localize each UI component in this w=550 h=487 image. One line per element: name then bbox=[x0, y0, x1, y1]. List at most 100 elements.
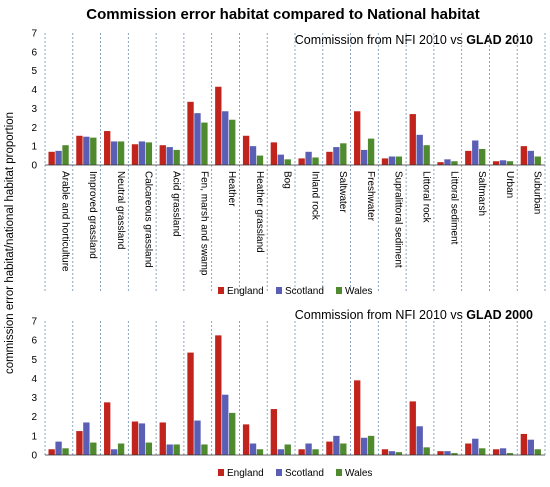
category-gridlines bbox=[44, 33, 546, 292]
bars bbox=[48, 86, 541, 165]
category-label: Freshwater bbox=[365, 171, 376, 222]
bar-scotland bbox=[277, 449, 284, 455]
legend-entry-wales: Wales bbox=[345, 468, 372, 479]
category-label: Urban bbox=[504, 171, 515, 198]
bar-england bbox=[381, 449, 389, 455]
y-axis-label: commission error habitat/national habita… bbox=[4, 112, 16, 374]
panel-subtitle: Commission from NFI 2010 vs GLAD 2000 bbox=[295, 308, 533, 322]
bar-england bbox=[131, 144, 139, 165]
bar-scotland bbox=[222, 394, 229, 455]
legend: England Scotland Wales bbox=[218, 286, 372, 297]
y-tick-label: 3 bbox=[31, 393, 37, 404]
bar-scotland bbox=[83, 422, 90, 455]
bar-england bbox=[492, 161, 500, 165]
bar-scotland bbox=[110, 141, 118, 165]
category-label: Littoral sediment bbox=[448, 171, 459, 245]
category-label: Acid grassland bbox=[171, 171, 182, 237]
bar-england bbox=[465, 150, 472, 165]
bar-wales bbox=[395, 452, 403, 455]
bar-england bbox=[298, 158, 305, 165]
bar-england bbox=[187, 352, 194, 455]
bar-scotland bbox=[472, 140, 479, 165]
legend-swatch-wales bbox=[336, 469, 342, 476]
bar-wales bbox=[423, 447, 430, 455]
bar-england bbox=[242, 424, 250, 455]
category-labels: Arable and horticulture Improved grasslan… bbox=[59, 171, 542, 276]
bar-scotland bbox=[444, 451, 451, 455]
bar-scotland bbox=[444, 159, 451, 165]
category-label: Saltwater bbox=[337, 171, 348, 213]
legend: England Scotland Wales bbox=[218, 468, 372, 479]
y-axis-ticks: 7 6 5 4 3 2 1 0 bbox=[31, 317, 37, 462]
bar-wales bbox=[534, 156, 541, 165]
bar-wales bbox=[256, 449, 264, 455]
bar-scotland bbox=[527, 439, 534, 455]
bar-scotland bbox=[249, 443, 257, 455]
bar-england bbox=[104, 402, 111, 455]
subtitle-bold: GLAD 2000 bbox=[466, 308, 533, 322]
subtitle-prefix: Commission from NFI 2010 vs bbox=[295, 33, 467, 47]
y-tick-label: 2 bbox=[31, 412, 37, 423]
legend-swatch-wales bbox=[336, 287, 342, 294]
category-label: Supralittoral sediment bbox=[393, 171, 404, 268]
bar-england bbox=[131, 421, 139, 455]
bar-england bbox=[159, 145, 166, 165]
y-tick-label: 2 bbox=[31, 123, 37, 134]
category-label: Arable and horticulture bbox=[59, 171, 70, 272]
legend-entry-scotland: Scotland bbox=[285, 286, 324, 297]
bar-scotland bbox=[388, 451, 396, 455]
bar-wales bbox=[90, 137, 97, 165]
bar-wales bbox=[451, 453, 458, 455]
bar-scotland bbox=[249, 146, 257, 165]
bar-england bbox=[492, 449, 500, 455]
bar-england bbox=[298, 449, 305, 455]
bar-scotland bbox=[333, 147, 340, 165]
bar-wales bbox=[479, 148, 486, 165]
bar-wales bbox=[145, 142, 153, 165]
bar-wales bbox=[423, 145, 430, 165]
bar-england bbox=[187, 101, 194, 165]
bar-england bbox=[326, 151, 333, 165]
bar-wales bbox=[506, 161, 514, 165]
bar-scotland bbox=[222, 111, 229, 165]
bar-scotland bbox=[166, 147, 173, 165]
bar-england bbox=[48, 151, 55, 165]
bar-england bbox=[437, 451, 444, 455]
y-tick-label: 1 bbox=[31, 142, 37, 153]
bar-england bbox=[409, 401, 416, 455]
bar-scotland bbox=[388, 156, 396, 165]
bar-scotland bbox=[416, 134, 423, 165]
bar-scotland bbox=[166, 444, 173, 455]
bar-england bbox=[437, 162, 444, 165]
category-gridlines bbox=[44, 321, 546, 455]
y-tick-label: 4 bbox=[31, 85, 37, 96]
bar-scotland bbox=[472, 438, 479, 455]
y-tick-label: 1 bbox=[31, 431, 37, 442]
bar-scotland bbox=[305, 443, 312, 455]
bar-scotland bbox=[416, 426, 423, 455]
y-tick-label: 3 bbox=[31, 104, 37, 115]
bar-scotland bbox=[499, 160, 507, 165]
bar-wales bbox=[201, 444, 208, 455]
bar-england bbox=[270, 142, 278, 165]
bar-wales bbox=[117, 141, 125, 165]
bar-wales bbox=[173, 149, 180, 165]
y-tick-label: 7 bbox=[31, 29, 37, 40]
bar-wales bbox=[201, 122, 208, 165]
bar-wales bbox=[284, 444, 291, 455]
bar-wales bbox=[145, 442, 153, 455]
bar-england bbox=[215, 335, 222, 455]
legend-entry-england: England bbox=[227, 468, 264, 479]
bar-england bbox=[354, 111, 361, 165]
bar-england bbox=[520, 433, 528, 455]
bar-england bbox=[76, 135, 83, 165]
bar-scotland bbox=[305, 151, 312, 165]
bar-scotland bbox=[194, 420, 201, 455]
bars bbox=[48, 335, 541, 455]
category-label: Calcareous grassland bbox=[143, 171, 154, 268]
bar-wales bbox=[229, 412, 236, 455]
legend-entry-wales: Wales bbox=[345, 286, 372, 297]
bar-scotland bbox=[55, 441, 62, 455]
bar-scotland bbox=[360, 437, 368, 455]
